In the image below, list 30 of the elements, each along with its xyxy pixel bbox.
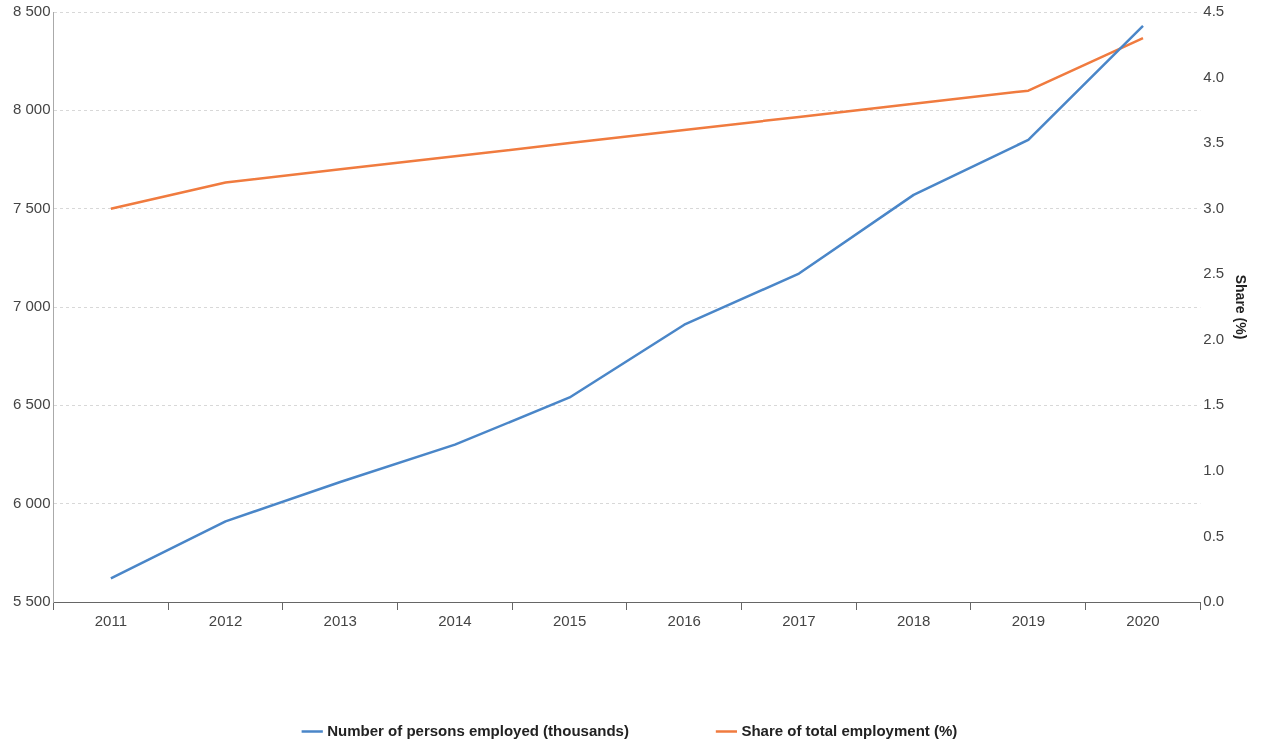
y-tick-label: 6 500 <box>12 395 51 413</box>
y-tick-label: 7 000 <box>12 297 51 315</box>
y-tick-label: 7 500 <box>12 198 51 216</box>
y2-tick-label: 1.5 <box>1203 395 1225 413</box>
y2-tick-label: 2.5 <box>1203 264 1225 282</box>
y-tick-label: 8 000 <box>12 100 51 118</box>
x-tick-label: 2012 <box>208 612 243 630</box>
y2-tick-label: 1.0 <box>1203 461 1225 479</box>
y-tick-label: 5 500 <box>12 592 51 610</box>
x-tick-label: 2018 <box>896 612 931 630</box>
x-tick-label: 2016 <box>667 612 701 630</box>
legend-label: Share of total employment (%) <box>741 721 958 739</box>
y2-tick-label: 3.0 <box>1203 198 1225 216</box>
y2-axis-title: Share (%) <box>1232 274 1249 340</box>
x-tick-label: 2020 <box>1126 612 1160 630</box>
y2-tick-label: 3.5 <box>1203 133 1225 151</box>
y2-tick-label: 0.0 <box>1203 592 1225 610</box>
y2-tick-label: 0.5 <box>1203 526 1225 544</box>
legend-label: Number of persons employed (thousands) <box>327 721 629 739</box>
x-tick-label: 2014 <box>438 612 472 630</box>
y2-tick-label: 2.0 <box>1203 329 1225 347</box>
x-tick-label: 2019 <box>1011 612 1046 630</box>
y-tick-label: 6 000 <box>12 493 51 511</box>
y2-tick-label: 4.5 <box>1203 2 1225 20</box>
x-tick-label: 2011 <box>94 612 128 630</box>
x-tick-label: 2013 <box>323 612 357 630</box>
x-tick-label: 2015 <box>552 612 587 630</box>
x-tick-label: 2017 <box>782 612 816 630</box>
y-tick-label: 8 500 <box>12 2 51 20</box>
y2-tick-label: 4.0 <box>1203 67 1225 85</box>
